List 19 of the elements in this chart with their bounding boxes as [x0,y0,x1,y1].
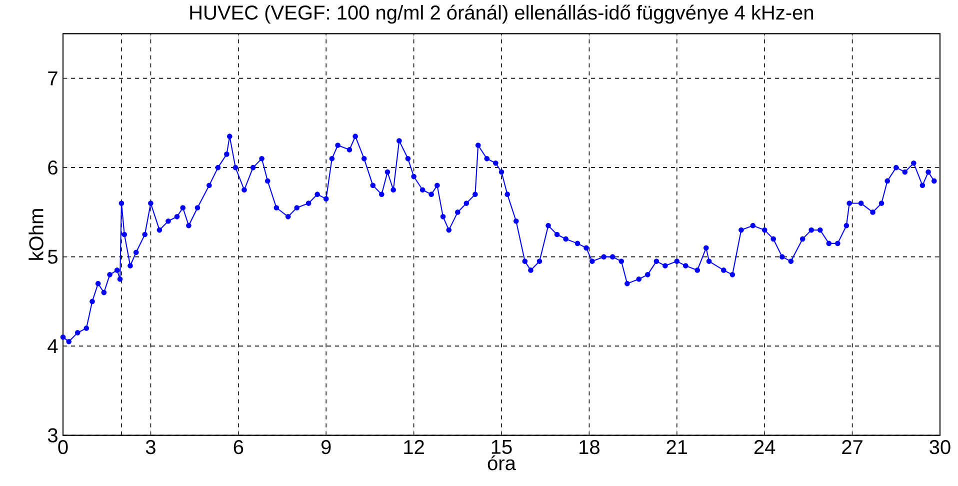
y-tick-label: 4 [48,339,58,353]
x-tick-label: 24 [754,440,776,454]
x-tick-label: 6 [234,440,244,454]
y-tick-label: 7 [48,71,58,86]
chart-title: HUVEC (VEGF: 100 ng/ml 2 óránál) ellenállás-idő függvénye 4 kHz-en [190,4,814,24]
y-tick-label: 5 [48,250,58,264]
x-tick-label: 9 [321,440,331,454]
x-tick-label: 12 [404,440,424,454]
x-axis-title: óra [488,455,516,470]
x-tick-label: 18 [580,440,600,454]
x-tick-label: 30 [930,440,950,454]
y-tick-label: 6 [48,160,58,175]
y-axis-title: kOhm [28,209,44,260]
x-tick-label: 3 [146,440,156,454]
x-tick-label: 15 [492,440,512,454]
x-tick-label: 27 [842,440,862,454]
y-tick-label: 3 [48,428,58,442]
x-tick-label: 21 [666,440,688,454]
x-tick-label: 0 [58,440,68,454]
